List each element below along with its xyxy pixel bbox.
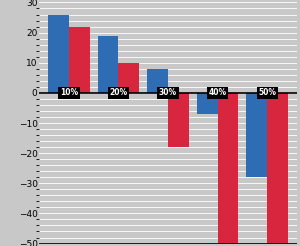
- Bar: [197, 93, 218, 114]
- Bar: [246, 93, 267, 177]
- Bar: [48, 15, 69, 93]
- Bar: [267, 93, 288, 244]
- Bar: [168, 93, 189, 147]
- Bar: [98, 36, 118, 93]
- Text: 50%: 50%: [258, 88, 276, 97]
- Text: 10%: 10%: [60, 88, 78, 97]
- Bar: [147, 69, 168, 93]
- Text: 30%: 30%: [159, 88, 177, 97]
- Bar: [69, 27, 90, 93]
- Bar: [118, 63, 139, 93]
- Text: 40%: 40%: [208, 88, 227, 97]
- Bar: [218, 93, 239, 244]
- Text: 20%: 20%: [109, 88, 128, 97]
